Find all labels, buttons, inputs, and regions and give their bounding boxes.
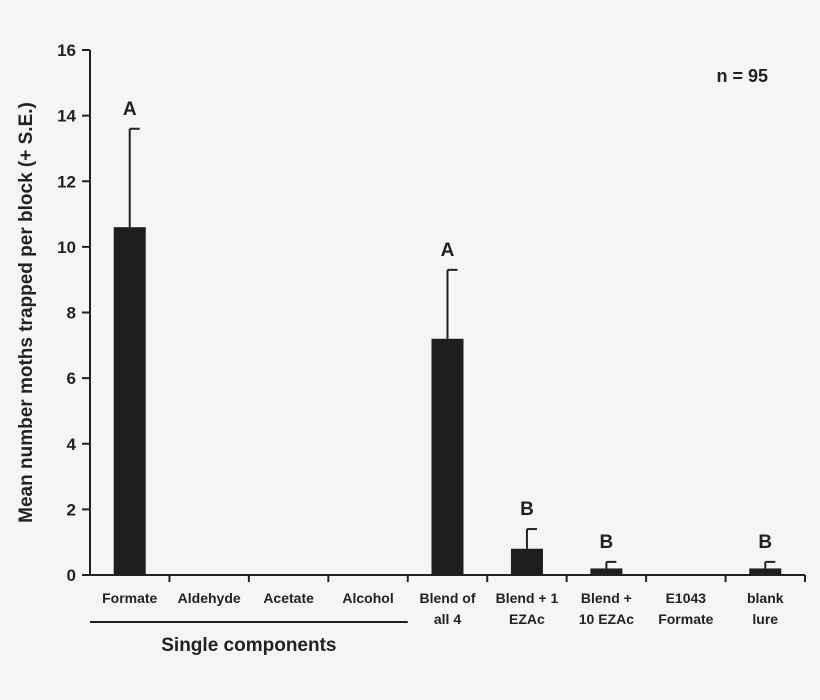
- group-label: Single components: [161, 635, 336, 656]
- bar: [510, 548, 543, 575]
- y-axis-title: Mean number moths trapped per block (+ S…: [16, 102, 37, 523]
- category-label: Formate: [658, 611, 713, 627]
- category-label: EZAc: [509, 611, 545, 627]
- bar: [113, 227, 146, 575]
- significance-letter: B: [520, 499, 534, 520]
- y-tick-label: 4: [67, 435, 77, 454]
- bar: [431, 338, 464, 575]
- y-tick-label: 0: [67, 566, 76, 585]
- category-label: Formate: [102, 590, 157, 606]
- category-label: Aldehyde: [178, 590, 241, 606]
- axis-layer: [82, 49, 806, 582]
- category-label: 10 EZAc: [579, 611, 634, 627]
- y-tick-label: 2: [67, 500, 76, 519]
- y-tick-label: 14: [57, 107, 76, 126]
- category-label: blank: [747, 590, 784, 606]
- category-label: lure: [752, 611, 778, 627]
- bar: [590, 568, 623, 575]
- category-label: Alcohol: [342, 590, 393, 606]
- significance-letter: A: [123, 99, 137, 120]
- category-label: Blend + 1: [496, 590, 559, 606]
- category-label: E1043: [666, 590, 707, 606]
- sample-size-annotation: n = 95: [716, 66, 768, 86]
- bar: [749, 568, 782, 575]
- significance-letter: B: [758, 532, 772, 553]
- y-tick-label: 6: [67, 369, 76, 388]
- category-label: Blend of: [420, 590, 476, 606]
- category-label: Acetate: [263, 590, 314, 606]
- significance-letter: A: [441, 240, 455, 261]
- significance-letter: B: [600, 532, 614, 553]
- y-tick-label: 8: [67, 304, 76, 323]
- category-label: all 4: [434, 611, 461, 627]
- y-tick-label: 12: [57, 172, 76, 191]
- bars-layer: [113, 127, 782, 575]
- category-label: Blend +: [581, 590, 632, 606]
- labels-layer: 0 2 4 6 8 10 12 14 16 A Formate Aldehyde Acetate Alco…: [57, 41, 784, 627]
- y-tick-label: 10: [57, 238, 76, 257]
- y-tick-label: 16: [57, 41, 76, 60]
